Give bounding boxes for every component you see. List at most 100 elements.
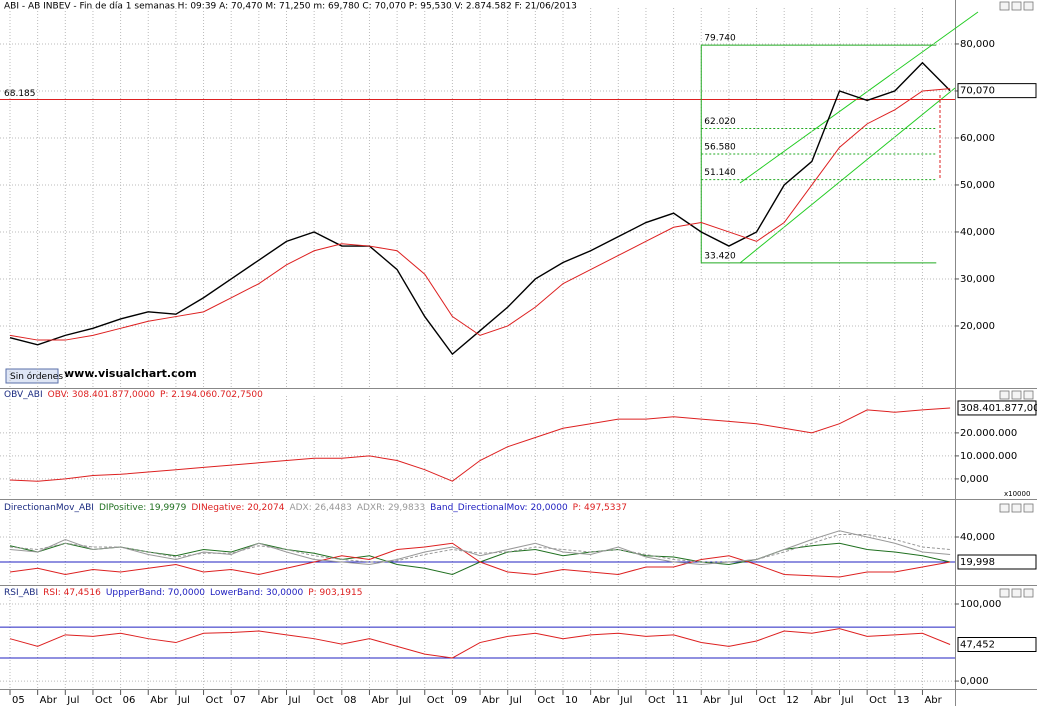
y-tick-label: 40,000: [960, 227, 995, 238]
x-tick-label: 11: [676, 695, 689, 706]
pane-header: RSI_ABI RSI: 47,4516 UppperBand: 70,0000 Lo…: [4, 588, 362, 598]
legend-entry: UppperBand: 70,0000: [106, 588, 205, 598]
pane-header: DirectionanMov_ABI DIPositive: 19,9979 DIN…: [4, 503, 627, 513]
pane-extra: P: 903,1915: [308, 588, 362, 598]
x-tick-label: Jul: [288, 695, 301, 706]
pane-title: RSI_ABI: [4, 588, 38, 598]
x-tick-label: Jul: [841, 695, 854, 706]
x-tick-label: Oct: [95, 695, 112, 706]
legend-entry: ADX: 26,4483: [289, 503, 351, 513]
pane-title: DirectionanMov_ABI: [4, 503, 94, 513]
series-line: [9, 530, 951, 566]
chart-header: ABI - AB INBEV - Fin de día 1 semanas H:…: [4, 2, 577, 12]
series-line: [9, 88, 951, 341]
last-value-box: [957, 83, 1037, 99]
pane-extra: P: 2.194.060.702,7500: [160, 390, 263, 400]
y-tick-label: 30,000: [960, 274, 995, 285]
x-tick-label: Abr: [703, 695, 721, 706]
y-tick-label: 80,000: [960, 39, 995, 50]
x-tick-label: 07: [233, 695, 246, 706]
last-value-box: [957, 400, 1037, 416]
x-tick-label: Oct: [869, 695, 886, 706]
x-tick-label: 13: [897, 695, 910, 706]
fib-level-label: 62.020: [704, 117, 736, 127]
last-value-label: 47,452: [960, 640, 995, 651]
series-line: [9, 628, 951, 659]
maximize-button[interactable]: [1011, 390, 1022, 400]
legend-entry: OBV: 308.401.877,0000: [48, 390, 156, 400]
legend-entry: DINegative: 20,2074: [191, 503, 284, 513]
last-value-box: [957, 554, 1037, 570]
series-line: [9, 542, 951, 578]
x-tick-label: Jul: [177, 695, 190, 706]
maximize-button[interactable]: [1011, 588, 1022, 598]
close-button[interactable]: [1023, 390, 1034, 400]
y-tick-label: 20,000: [960, 321, 995, 332]
x-tick-label: Oct: [316, 695, 333, 706]
x-tick-label: Jul: [66, 695, 79, 706]
y-tick-label: 50,000: [960, 180, 995, 191]
last-value-label: 70,070: [960, 86, 995, 97]
x-tick-label: 12: [786, 695, 799, 706]
scale-label: x10000: [1004, 490, 1030, 498]
x-tick-label: Abr: [924, 695, 942, 706]
fib-level-label: 33.420: [704, 251, 736, 261]
legend-entry: Band_DirectionalMov: 20,0000: [430, 503, 568, 513]
x-tick-label: 10: [565, 695, 578, 706]
y-tick-label: 0,000: [960, 676, 989, 687]
y-tick-label: 10.000.000: [960, 451, 1017, 462]
orders-button[interactable]: [5, 368, 59, 384]
minimize-button[interactable]: [999, 1, 1010, 11]
x-tick-label: Oct: [537, 695, 554, 706]
close-button[interactable]: [1023, 1, 1034, 11]
close-button[interactable]: [1023, 503, 1034, 513]
legend-entry: ADXR: 29,9833: [357, 503, 425, 513]
series-line: [9, 61, 951, 356]
x-tick-label: 06: [123, 695, 136, 706]
y-tick-label: 20.000.000: [960, 428, 1017, 439]
legend-entry: DIPositive: 19,9979: [99, 503, 187, 513]
x-tick-label: Oct: [427, 695, 444, 706]
x-tick-label: Abr: [814, 695, 832, 706]
maximize-button[interactable]: [1011, 1, 1022, 11]
last-value-label: 308.401.877,000: [960, 403, 1037, 414]
legend-entry: RSI: 47,4516: [43, 588, 101, 598]
fib-level-label: 51.140: [704, 168, 736, 178]
legend-entry: LowerBand: 30,0000: [210, 588, 303, 598]
series-line: [9, 407, 951, 482]
y-tick-label: 100,000: [960, 599, 1001, 610]
minimize-button[interactable]: [999, 390, 1010, 400]
minimize-button[interactable]: [999, 503, 1010, 513]
x-tick-label: Jul: [398, 695, 411, 706]
x-tick-label: Abr: [150, 695, 168, 706]
x-tick-label: Abr: [593, 695, 611, 706]
x-tick-label: Jul: [619, 695, 632, 706]
x-tick-label: Oct: [759, 695, 776, 706]
last-value-label: 19,998: [960, 557, 995, 568]
pane-header: OBV_ABI OBV: 308.401.877,0000 P: 2.194.060…: [4, 390, 263, 400]
x-tick-label: Abr: [261, 695, 279, 706]
x-tick-label: Oct: [648, 695, 665, 706]
watermark: www.visualchart.com: [64, 367, 197, 380]
channel-line: [739, 87, 956, 264]
last-value-box: [957, 637, 1037, 653]
maximize-button[interactable]: [1011, 503, 1022, 513]
x-tick-label: 05: [12, 695, 25, 706]
minimize-button[interactable]: [999, 588, 1010, 598]
x-tick-label: Abr: [482, 695, 500, 706]
x-tick-label: Jul: [509, 695, 522, 706]
orders-button-label[interactable]: Sin órdenes: [10, 371, 63, 382]
x-tick-label: 09: [454, 695, 467, 706]
close-button[interactable]: [1023, 588, 1034, 598]
y-tick-label: 40,000: [960, 532, 995, 543]
pane-extra: P: 497,5337: [573, 503, 627, 513]
pane-title: OBV_ABI: [4, 390, 43, 400]
pane-controls[interactable]: [999, 1, 1034, 598]
series-line: [9, 534, 951, 563]
x-tick-label: 08: [344, 695, 357, 706]
y-tick-label: 60,000: [960, 133, 995, 144]
fib-level-label: 56.580: [704, 143, 736, 153]
